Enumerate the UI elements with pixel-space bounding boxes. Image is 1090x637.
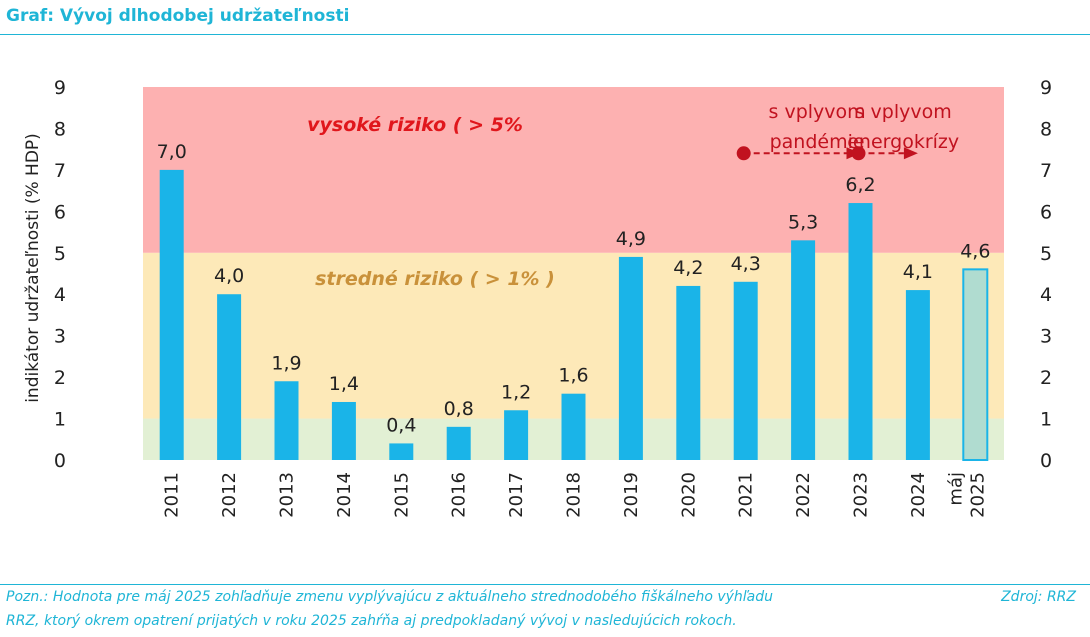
y-tick-right: 3 — [1040, 326, 1052, 348]
risk-zone-label-2: vysoké riziko ( > 5% — [307, 114, 523, 136]
data-label-10: 4,3 — [731, 253, 761, 275]
note-line-2: RRZ, ktorý okrem opatrení prijatých v ro… — [6, 613, 737, 629]
x-tick-label-13: 2024 — [908, 472, 929, 518]
source-label: Zdroj: RRZ — [1001, 589, 1076, 605]
annotation-text-0-1: pandémie — [770, 131, 865, 153]
y-tick-left: 7 — [54, 160, 66, 182]
bar-12 — [848, 203, 873, 461]
data-label-11: 5,3 — [788, 211, 818, 233]
risk-zone-label-1: stredné riziko ( > 1% ) — [315, 268, 555, 290]
bar-1 — [217, 294, 242, 460]
y-tick-right: 8 — [1040, 118, 1052, 140]
x-tick-label-0: 2011 — [162, 472, 183, 518]
y-tick-left: 2 — [54, 367, 66, 389]
y-tick-right: 4 — [1040, 284, 1052, 306]
bar-14 — [962, 268, 989, 461]
y-axis-left: 0 1 2 3 4 5 6 7 8 9 — [54, 77, 66, 472]
data-label-2: 1,9 — [271, 352, 301, 374]
bar-9 — [676, 285, 701, 460]
header: Graf: Vývoj dlhodobej udržateľnosti — [0, 0, 1090, 35]
annotation-text-1-0: s vplyvom — [855, 101, 952, 123]
x-axis-labels: 2011 2012 2013 2014 2015 2016 2017 2018 2019 2020… — [162, 472, 989, 518]
y-tick-right: 9 — [1040, 77, 1052, 99]
y-axis-title: indikátor udržateľnosti (% HDP) — [23, 133, 43, 403]
bars — [159, 169, 989, 461]
x-tick-label-5: 2016 — [449, 472, 470, 518]
data-label-5: 0,8 — [444, 398, 474, 420]
bar-10 — [733, 281, 758, 460]
y-tick-right: 2 — [1040, 367, 1052, 389]
data-label-6: 1,2 — [501, 381, 531, 403]
bar-0 — [159, 169, 184, 460]
bar-11 — [791, 240, 816, 460]
risk-zone-1 — [143, 252, 1004, 419]
y-tick-left: 8 — [54, 118, 66, 140]
footer: Pozn.: Hodnota pre máj 2025 zohľadňuje z… — [0, 584, 1090, 637]
bar-2 — [274, 381, 299, 460]
bar-4 — [389, 443, 414, 460]
annotation-dot-1 — [851, 146, 866, 161]
x-tick-label-1: 2012 — [219, 472, 240, 518]
x-tick-label-9: 2020 — [678, 472, 699, 518]
data-label-1: 4,0 — [214, 265, 244, 287]
x-tick-label-6: 2017 — [506, 472, 527, 518]
data-label-7: 1,6 — [558, 365, 588, 387]
data-label-0: 7,0 — [157, 141, 187, 163]
x-tick-label-7: 2018 — [564, 472, 585, 518]
annotation-dot-0 — [736, 146, 751, 161]
y-tick-left: 1 — [54, 409, 66, 431]
bar-3 — [331, 401, 356, 460]
x-tick-label-14: máj2025 — [945, 472, 988, 518]
annotation-text-1-1: energokrízy — [847, 131, 959, 153]
data-labels: 7,0 4,0 1,9 1,4 0,4 0,8 1,2 1,6 4,9 4,2 4,3 5,3 6,2 4… — [157, 141, 991, 437]
y-tick-left: 4 — [54, 284, 66, 306]
y-tick-right: 7 — [1040, 160, 1052, 182]
y-tick-right: 0 — [1040, 450, 1052, 472]
data-label-13: 4,1 — [903, 261, 933, 283]
y-tick-left: 6 — [54, 201, 66, 223]
y-tick-right: 6 — [1040, 201, 1052, 223]
x-tick-label-10: 2021 — [736, 472, 757, 518]
bar-13 — [905, 290, 930, 460]
bar-7 — [561, 393, 586, 460]
annotations: s vplyvom pandémie s vplyvom energokrízy — [736, 101, 959, 161]
x-tick-label-2: 2013 — [277, 472, 298, 518]
bar-6 — [504, 410, 529, 460]
x-tick-label-4: 2015 — [391, 472, 412, 518]
data-label-3: 1,4 — [329, 373, 359, 395]
y-tick-right: 1 — [1040, 409, 1052, 431]
bar-8 — [618, 256, 643, 460]
x-tick-label-11: 2022 — [793, 472, 814, 518]
data-label-12: 6,2 — [845, 174, 875, 196]
y-tick-right: 5 — [1040, 243, 1052, 265]
y-tick-left: 3 — [54, 326, 66, 348]
data-label-8: 4,9 — [616, 228, 646, 250]
note-line-1: Pozn.: Hodnota pre máj 2025 zohľadňuje z… — [6, 589, 774, 605]
x-tick-label-12: 2023 — [851, 472, 872, 518]
bar-5 — [446, 426, 471, 460]
annotation-arrowhead-1 — [903, 147, 918, 160]
data-label-14: 4,6 — [960, 240, 990, 262]
y-tick-left: 0 — [54, 450, 66, 472]
y-axis-right: 0 1 2 3 4 5 6 7 8 9 — [1040, 77, 1052, 472]
data-label-9: 4,2 — [673, 257, 703, 279]
x-tick-label-8: 2019 — [621, 472, 642, 518]
data-label-4: 0,4 — [386, 414, 416, 436]
chart-title: Graf: Vývoj dlhodobej udržateľnosti — [6, 6, 350, 26]
annotation-text-0-0: s vplyvom — [769, 101, 866, 123]
y-tick-left: 5 — [54, 243, 66, 265]
x-tick-label-3: 2014 — [334, 472, 355, 518]
bar-chart: stredné riziko ( > 1% ) vysoké riziko ( >… — [23, 77, 1052, 518]
y-tick-left: 9 — [54, 77, 66, 99]
